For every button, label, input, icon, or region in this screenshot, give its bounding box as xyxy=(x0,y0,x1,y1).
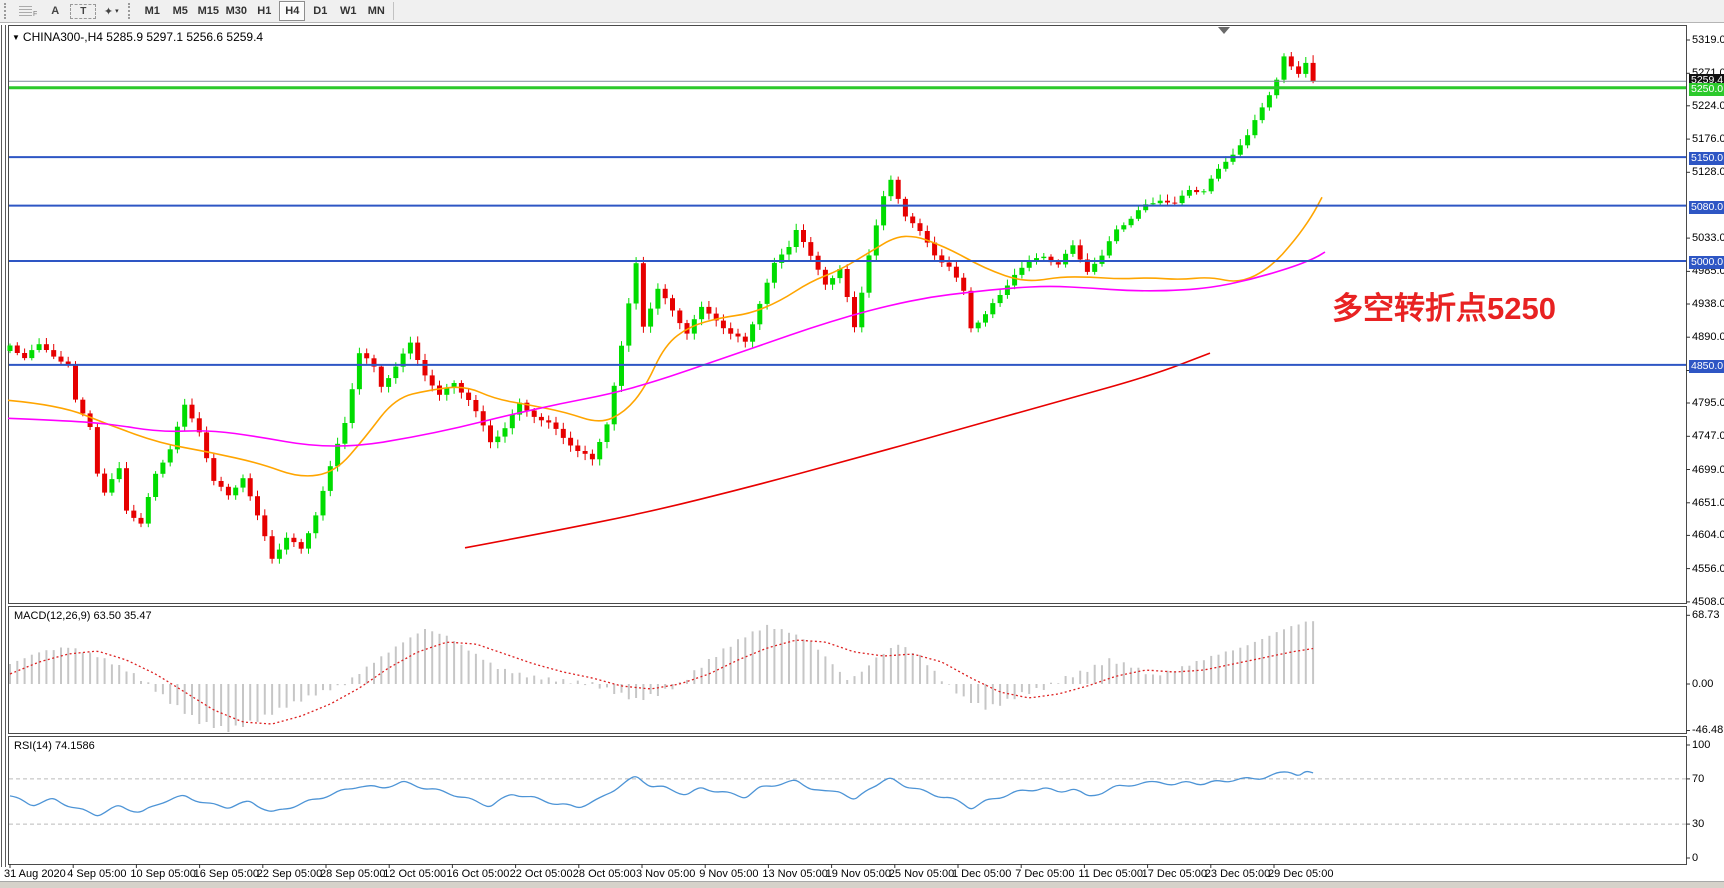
time-axis-label[interactable]: 9 Nov 05:00 xyxy=(699,868,759,880)
macd-scale-label: -46.48 xyxy=(1692,724,1724,737)
rsi-scale-label: 0 xyxy=(1692,852,1699,864)
price-tick-label: 4890.0 xyxy=(1692,331,1724,344)
chart-title-arrow-icon[interactable]: ▼ xyxy=(12,33,20,42)
window-left-edge xyxy=(1,25,2,867)
text-box-icon[interactable]: T xyxy=(70,3,97,19)
price-tick-label: 5033.0 xyxy=(1692,232,1724,245)
timeframe-d1[interactable]: D1 xyxy=(313,5,328,17)
macd-scale-label: 68.73 xyxy=(1692,609,1720,622)
timeframe-m30[interactable]: M30 xyxy=(225,5,247,17)
time-axis-label[interactable]: 29 Dec 05:00 xyxy=(1268,868,1334,880)
text-label-icon[interactable]: A xyxy=(51,5,60,17)
rsi-scale-label: 30 xyxy=(1692,818,1705,831)
price-tick-label: 5319.0 xyxy=(1692,34,1724,46)
time-axis-label[interactable]: 7 Dec 05:00 xyxy=(1015,868,1075,880)
level-badge-5150.0: 5150.0 xyxy=(1689,152,1724,166)
status-strip xyxy=(0,881,1724,888)
price-tick-label: 4556.0 xyxy=(1692,562,1724,575)
time-axis-label[interactable]: 28 Oct 05:00 xyxy=(572,868,636,880)
time-axis-label[interactable]: 16 Oct 05:00 xyxy=(446,868,510,880)
price-tick-label: 5128.0 xyxy=(1692,166,1724,179)
rsi-scale-label: 70 xyxy=(1692,772,1705,785)
timeframe-bar: M1 M5 M15 M30 H1 H4 D1 W1 MN xyxy=(138,1,390,21)
time-axis-label[interactable]: 17 Dec 05:00 xyxy=(1141,868,1208,880)
indicator-list-icon[interactable]: F xyxy=(16,3,40,19)
macd-scale-label: 0.00 xyxy=(1692,678,1714,690)
time-axis-label[interactable]: 10 Sep 05:00 xyxy=(130,868,196,880)
price-tick-label: 4508.0 xyxy=(1692,595,1724,608)
toolbar: F A T ✦ ▾ M1 M5 M15 M30 H1 H4 D1 W1 MN xyxy=(0,0,1724,23)
price-tick-label: 4699.0 xyxy=(1692,463,1724,476)
time-axis-label[interactable]: 12 Oct 05:00 xyxy=(383,868,447,880)
time-axis-label[interactable]: 16 Sep 05:00 xyxy=(193,868,260,880)
level-badge-4850.0: 4850.0 xyxy=(1689,359,1724,373)
price-tick-label: 4651.0 xyxy=(1692,496,1724,509)
price-tick-label: 5224.0 xyxy=(1692,99,1724,112)
time-axis-label[interactable]: 25 Nov 05:00 xyxy=(888,868,955,880)
toolbar-grip-2[interactable] xyxy=(128,3,134,19)
time-axis-label[interactable]: 22 Sep 05:00 xyxy=(256,868,323,880)
timeframe-h4[interactable]: H4 xyxy=(279,1,306,21)
price-tick-label: 5176.0 xyxy=(1692,133,1724,146)
macd-label: MACD(12,26,9) 63.50 35.47 xyxy=(14,610,152,622)
timeframe-mn[interactable]: MN xyxy=(367,5,385,17)
timeframe-w1[interactable]: W1 xyxy=(340,5,357,17)
toolbar-grip[interactable] xyxy=(4,3,10,19)
time-axis-label[interactable]: 1 Dec 05:00 xyxy=(952,868,1012,880)
time-axis-label[interactable]: 19 Nov 05:00 xyxy=(825,868,892,880)
timeframe-m1[interactable]: M1 xyxy=(144,5,160,17)
timeframe-m15[interactable]: M15 xyxy=(197,5,219,17)
price-tick-label: 4604.0 xyxy=(1692,529,1724,542)
annotation-text: 多空转折点5250 xyxy=(1332,291,1556,326)
timeframe-h1[interactable]: H1 xyxy=(257,5,272,17)
time-axis-label[interactable]: 11 Dec 05:00 xyxy=(1078,868,1144,880)
time-axis-label[interactable]: 28 Sep 05:00 xyxy=(320,868,386,880)
level-badge-5250.0: 5250.0 xyxy=(1689,82,1724,96)
rsi-label: RSI(14) 74.1586 xyxy=(14,740,95,752)
rsi-scale-label: 100 xyxy=(1692,739,1711,751)
time-axis-label[interactable]: 31 Aug 2020 xyxy=(4,868,66,880)
dropdown-caret-icon: ▾ xyxy=(115,8,119,15)
level-badge-5080.0: 5080.0 xyxy=(1689,200,1724,214)
time-axis-label[interactable]: 4 Sep 05:00 xyxy=(67,868,127,880)
price-tick-label: 4938.0 xyxy=(1692,297,1724,310)
price-tick-label: 4795.0 xyxy=(1692,397,1724,410)
timeframe-m5[interactable]: M5 xyxy=(172,5,188,17)
window-left-edge-inner xyxy=(5,25,6,867)
time-axis-label[interactable]: 13 Nov 05:00 xyxy=(762,868,828,880)
level-badge-5000.0: 5000.0 xyxy=(1689,256,1724,269)
draw-shapes-icon[interactable]: ✦ ▾ xyxy=(103,5,119,18)
time-axis-label[interactable]: 23 Dec 05:00 xyxy=(1204,868,1271,880)
time-axis-label[interactable]: 22 Oct 05:00 xyxy=(509,868,573,880)
price-tick-label: 4747.0 xyxy=(1692,430,1724,443)
toolbar-separator xyxy=(393,2,395,20)
chart-title: ▼ CHINA300-,H4 5285.9 5297.1 5256.6 5259.… xyxy=(12,30,264,44)
time-axis-label[interactable]: 3 Nov 05:00 xyxy=(636,868,696,880)
